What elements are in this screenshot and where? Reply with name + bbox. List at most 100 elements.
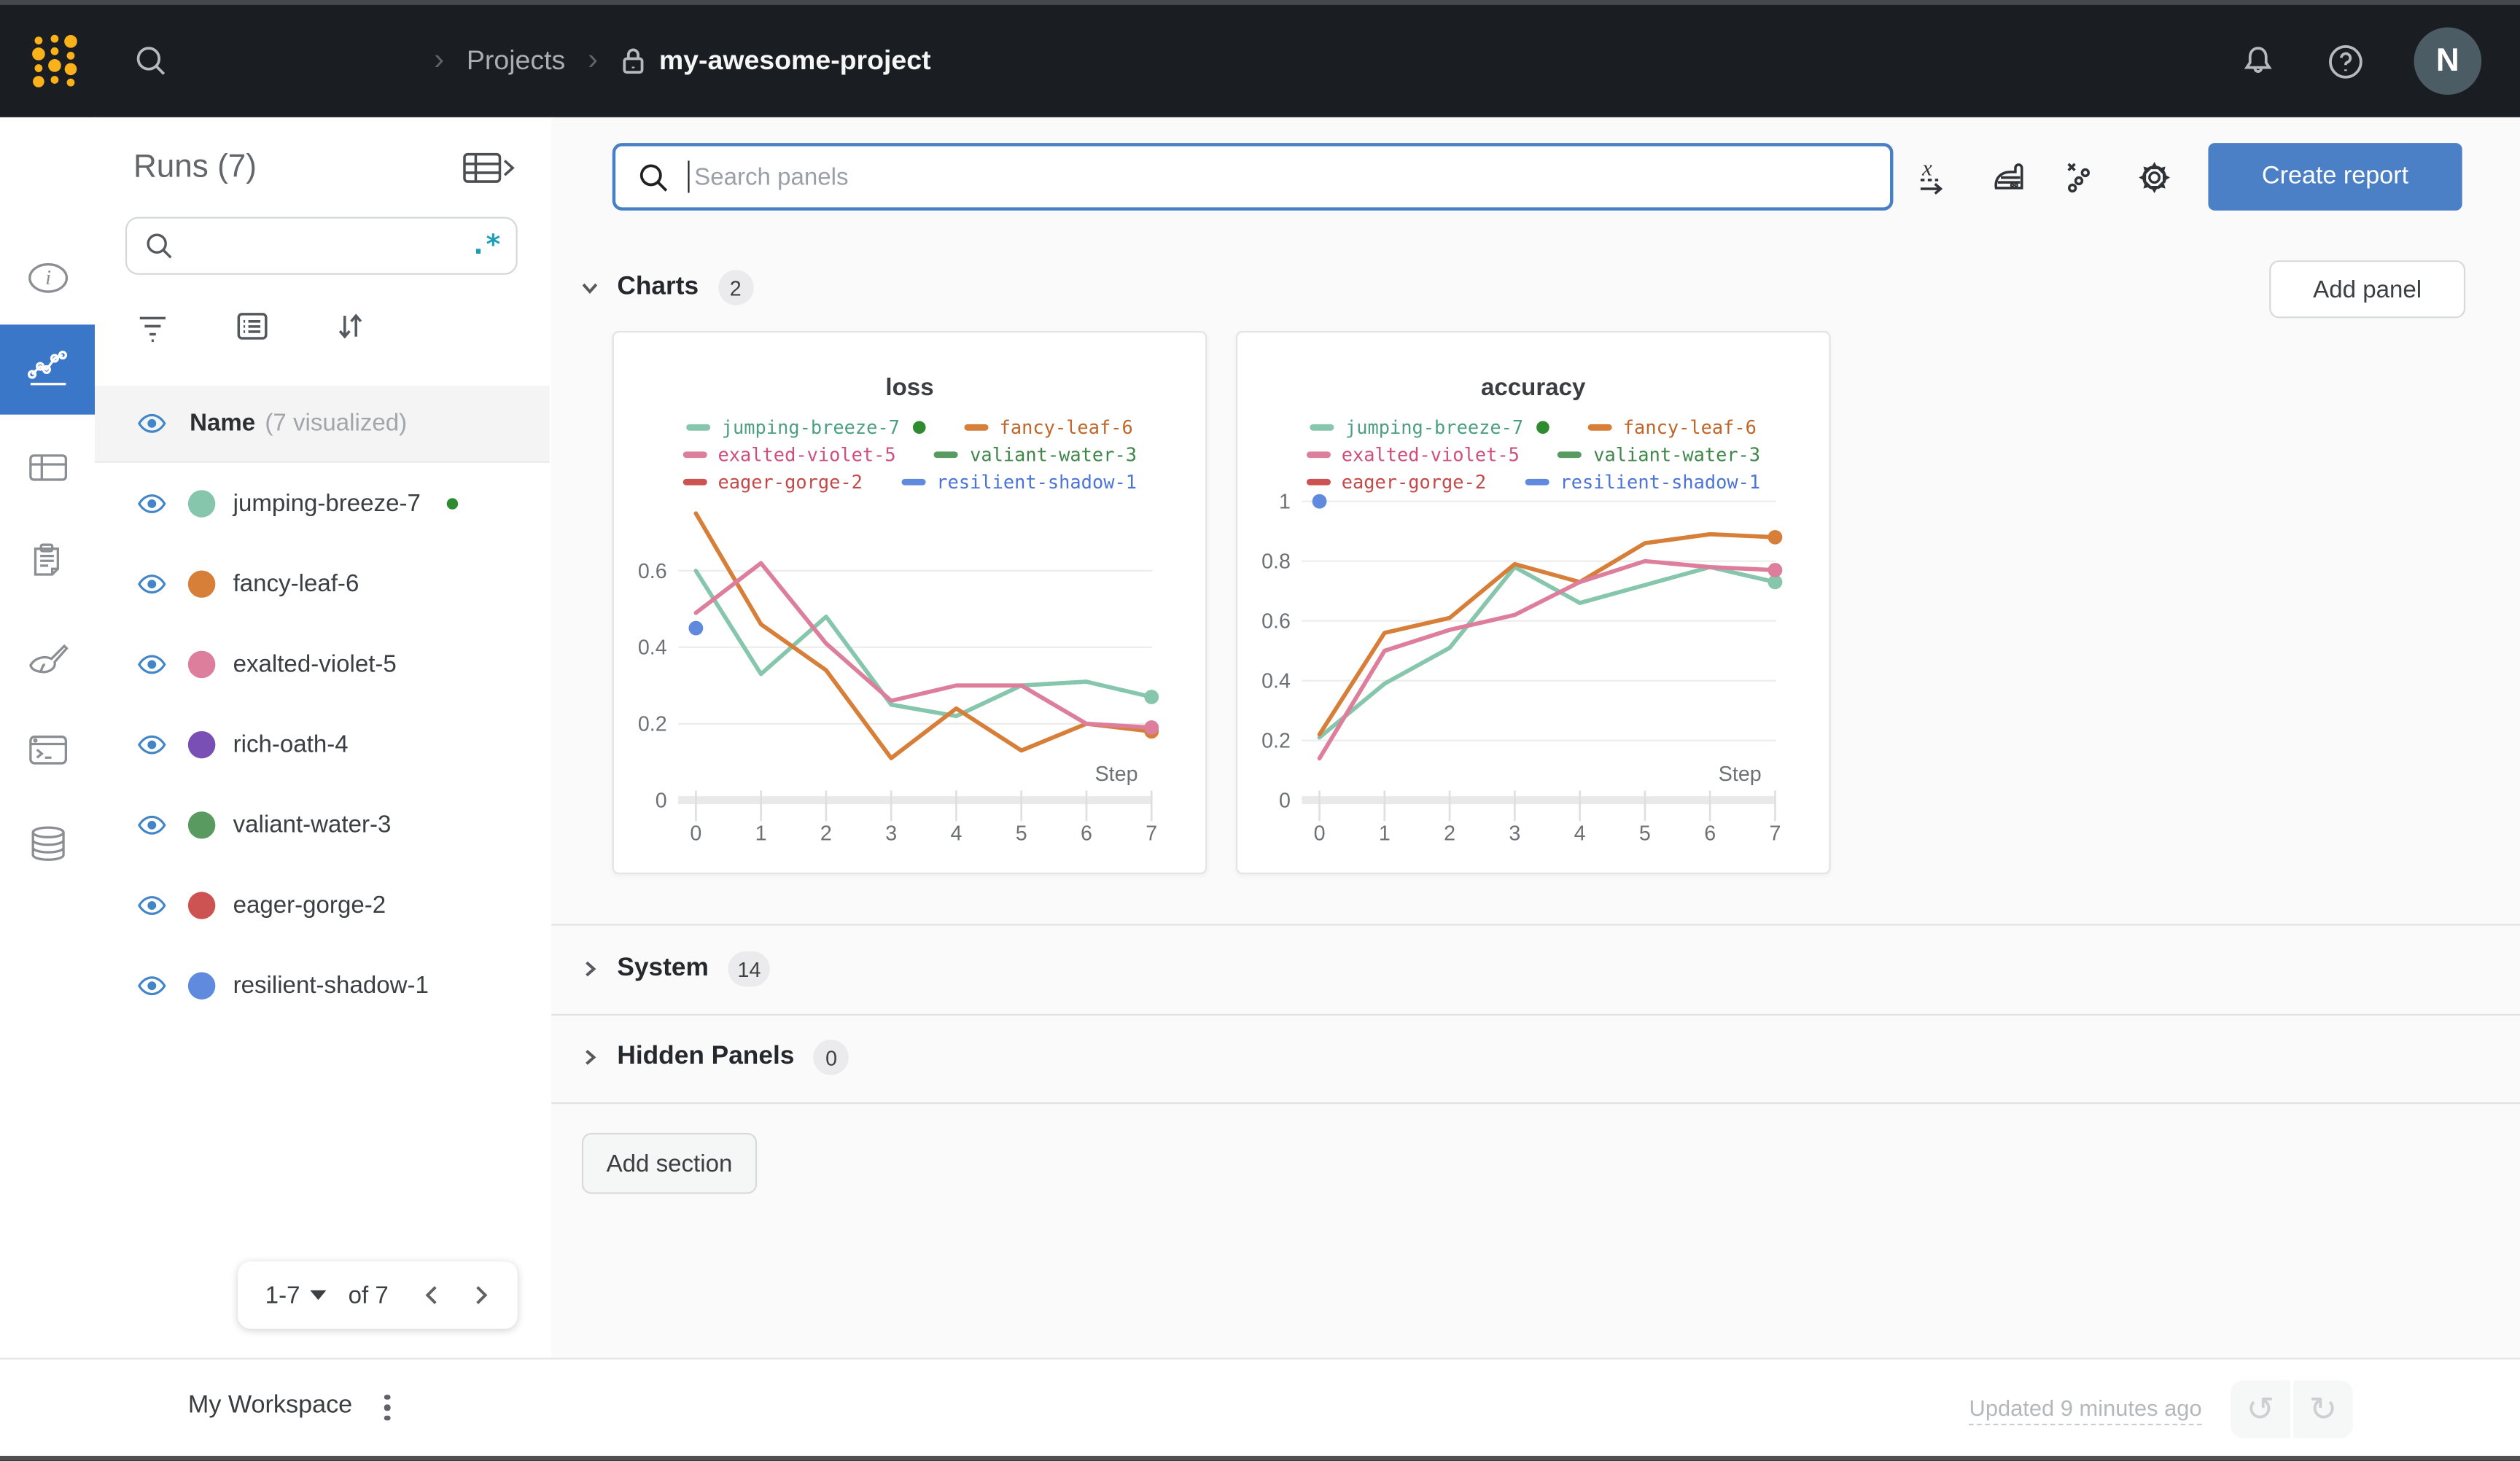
x-tick-label: 1	[755, 822, 767, 846]
x-tick-label: 6	[1704, 822, 1716, 846]
sidebar-item-reports[interactable]	[0, 516, 95, 606]
legend-dash	[1587, 423, 1612, 430]
filter-runs-button[interactable]	[133, 307, 172, 346]
run-row-jumping-breeze-7[interactable]: jumping-breeze-7	[95, 463, 550, 543]
runs-panel: Runs (7) .*	[95, 117, 553, 1358]
eye-icon[interactable]	[136, 975, 167, 996]
legend-dash	[901, 478, 925, 485]
runs-list-header[interactable]: Name (7 visualized)	[95, 385, 550, 463]
smoothing-button[interactable]	[1983, 151, 2035, 203]
legend-entry-resilient-shadow-1[interactable]: resilient-shadow-1	[901, 470, 1137, 493]
bell-icon[interactable]	[2239, 42, 2277, 80]
run-name[interactable]: exalted-violet-5	[233, 650, 397, 678]
wandb-logo-icon[interactable]	[26, 29, 83, 93]
runs-search-input[interactable]	[187, 231, 470, 261]
run-row-rich-oath-4[interactable]: rich-oath-4	[95, 704, 550, 784]
panel-search-input[interactable]	[691, 161, 1891, 192]
search-icon[interactable]	[132, 42, 171, 80]
series-line-exalted-violet-5	[1317, 558, 1778, 761]
redo-button[interactable]: ↻	[2293, 1380, 2353, 1438]
regex-toggle[interactable]: .*	[470, 230, 502, 262]
charts-section-label: Charts	[617, 273, 699, 301]
breadcrumb-project-name[interactable]: my-awesome-project	[658, 44, 931, 76]
run-name[interactable]: jumping-breeze-7	[233, 489, 421, 517]
x-tick-label: 2	[820, 822, 832, 846]
breadcrumb-projects[interactable]: Projects	[466, 44, 566, 76]
system-section-header[interactable]: System 14	[578, 940, 771, 997]
legend-entry-resilient-shadow-1[interactable]: resilient-shadow-1	[1525, 470, 1760, 493]
sidebar-item-runs-table[interactable]	[0, 423, 95, 513]
updated-timestamp[interactable]: Updated 9 minutes ago	[1969, 1395, 2202, 1426]
legend-entry-jumping-breeze-7[interactable]: jumping-breeze-7	[686, 416, 926, 438]
sort-runs-button[interactable]	[331, 307, 370, 346]
sidebar-item-workspace[interactable]	[0, 324, 96, 415]
group-runs-button[interactable]	[233, 307, 272, 346]
runs-table-expand-icon[interactable]	[462, 149, 516, 188]
eye-icon[interactable]	[136, 814, 167, 835]
legend-entry-exalted-violet-5[interactable]: exalted-violet-5	[682, 443, 896, 465]
create-report-button[interactable]: Create report	[2208, 143, 2462, 211]
legend-entry-exalted-violet-5[interactable]: exalted-violet-5	[1306, 443, 1520, 465]
run-row-resilient-shadow-1[interactable]: resilient-shadow-1	[95, 945, 550, 1025]
x-tick-label: 3	[1509, 822, 1520, 846]
eye-icon[interactable]	[136, 895, 167, 916]
run-row-exalted-violet-5[interactable]: exalted-violet-5	[95, 623, 550, 704]
undo-button[interactable]: ↺	[2231, 1380, 2290, 1438]
run-list: jumping-breeze-7 fancy-leaf-6 exalted-viol…	[95, 463, 550, 1025]
avatar[interactable]: N	[2414, 27, 2482, 96]
legend-entry-eager-gorge-2[interactable]: eager-gorge-2	[1306, 470, 1486, 493]
panel-settings-button[interactable]	[2128, 151, 2179, 203]
sidebar-item-artifacts[interactable]	[0, 798, 95, 888]
runs-panel-title: Runs (7)	[133, 149, 257, 185]
chart-panel-accuracy[interactable]: accuracy jumping-breeze-7 fancy-leaf-6 exal…	[1235, 331, 1832, 875]
run-row-valiant-water-3[interactable]: valiant-water-3	[95, 784, 550, 865]
y-tick-label: 0.8	[1261, 550, 1291, 574]
eye-icon[interactable]	[136, 573, 167, 594]
legend-entry-jumping-breeze-7[interactable]: jumping-breeze-7	[1310, 416, 1549, 438]
run-row-eager-gorge-2[interactable]: eager-gorge-2	[95, 865, 550, 945]
pagination-range[interactable]: 1-7	[265, 1281, 300, 1309]
legend-entry-eager-gorge-2[interactable]: eager-gorge-2	[682, 470, 863, 493]
legend-label: eager-gorge-2	[1341, 470, 1487, 493]
legend-entry-fancy-leaf-6[interactable]: fancy-leaf-6	[1587, 416, 1757, 438]
x-axis-settings-button[interactable]: x	[1909, 151, 1961, 203]
legend-entry-valiant-water-3[interactable]: valiant-water-3	[934, 443, 1137, 466]
run-row-fancy-leaf-6[interactable]: fancy-leaf-6	[95, 543, 550, 623]
y-tick-label: 0	[1279, 790, 1291, 813]
chevron-down-icon	[309, 1290, 326, 1301]
kebab-menu-icon[interactable]	[375, 1388, 400, 1427]
running-indicator-dot	[912, 420, 926, 434]
help-icon[interactable]	[2325, 41, 2365, 81]
chart-plot[interactable]: 0 0.2 0.4 0.6 0.8 1 0 1 2 3 4 5 6 7 Step	[1237, 490, 1832, 873]
legend-label: valiant-water-3	[970, 443, 1137, 466]
prev-page-button[interactable]	[417, 1281, 446, 1310]
run-name[interactable]: fancy-leaf-6	[233, 569, 359, 597]
legend-entry-valiant-water-3[interactable]: valiant-water-3	[1558, 443, 1760, 465]
run-name[interactable]: resilient-shadow-1	[233, 971, 429, 999]
run-name[interactable]: eager-gorge-2	[233, 891, 386, 919]
chart-plot[interactable]: 0 0.2 0.4 0.6 0 1 2 3 4 5 6 7 Step	[614, 490, 1209, 873]
chart-panel-loss[interactable]: loss jumping-breeze-7 fancy-leaf-6 exalted-…	[612, 331, 1209, 875]
eye-icon[interactable]	[136, 653, 167, 674]
eye-icon[interactable]	[136, 493, 167, 514]
charts-section-header[interactable]: Charts 2	[578, 259, 754, 316]
chevron-right-icon	[586, 961, 596, 977]
line-chart-icon	[26, 351, 66, 386]
sidebar-item-overview[interactable]: i	[0, 233, 95, 323]
add-panel-button[interactable]: Add panel	[2269, 260, 2466, 319]
run-color-dot	[187, 650, 216, 678]
table-icon	[28, 454, 66, 481]
eye-icon[interactable]	[136, 733, 167, 755]
next-page-button[interactable]	[466, 1281, 495, 1310]
add-section-button[interactable]: Add section	[581, 1132, 758, 1194]
outliers-button[interactable]	[2056, 151, 2107, 203]
run-name[interactable]: valiant-water-3	[233, 810, 392, 838]
run-name[interactable]: rich-oath-4	[233, 730, 349, 758]
workspace-label[interactable]: My Workspace	[187, 1391, 353, 1419]
sidebar-item-jobs[interactable]	[0, 706, 95, 795]
legend-entry-fancy-leaf-6[interactable]: fancy-leaf-6	[964, 416, 1133, 438]
x-tick-label: 4	[1574, 822, 1586, 846]
hidden-panels-section-header[interactable]: Hidden Panels 0	[578, 1029, 849, 1086]
sidebar-item-sweeps[interactable]	[0, 614, 95, 704]
y-tick-label: 0.6	[1261, 610, 1291, 634]
